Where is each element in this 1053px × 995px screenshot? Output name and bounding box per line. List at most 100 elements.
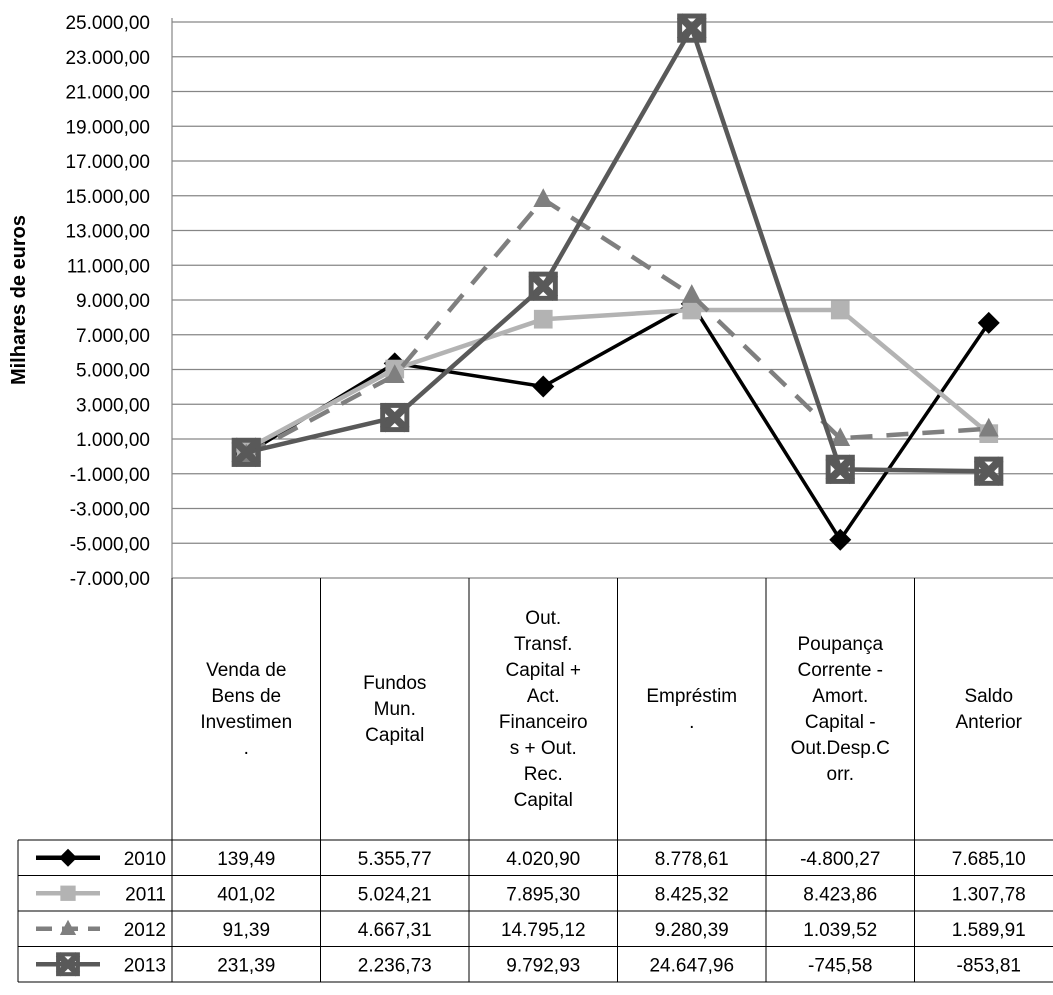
x-category-label-line: Poupança: [797, 634, 883, 655]
series-line: [245, 25, 989, 474]
x-category-label-line: Fundos: [363, 673, 426, 694]
x-category-label-line: .: [244, 738, 249, 759]
y-tick-label: 15.000,00: [65, 187, 150, 208]
data-point-frame: [974, 456, 1004, 486]
data-point-cross: [55, 952, 81, 977]
data-point: [830, 427, 851, 447]
table-value-cell: 1.307,78: [952, 884, 1026, 905]
data-point: [676, 13, 707, 43]
table-value-cell: 4.020,90: [506, 849, 580, 870]
data-point: [379, 402, 410, 433]
table-value-cell: 8.425,32: [655, 884, 729, 905]
data-point-cross: [973, 456, 1004, 487]
x-category-label-line: Financeiro: [499, 712, 588, 733]
table-value-cell: 5.355,77: [358, 849, 432, 870]
data-point-cross: [825, 454, 856, 485]
gridlines: [171, 18, 1053, 579]
x-category-label-line: Corrente -: [797, 660, 883, 681]
data-point-frame: [231, 437, 261, 467]
data-point: [825, 454, 856, 485]
data-point: [533, 309, 553, 329]
table-value-cell: 1.589,91: [952, 920, 1026, 941]
x-category-label-line: Investimen: [200, 712, 292, 733]
y-tick-label: 13.000,00: [65, 222, 150, 243]
legend-entry-2011: 2011: [36, 884, 166, 905]
series-2011: [236, 300, 999, 459]
x-category-label: Out. Transf. Capital + Act. Financeiro s + Ou…: [499, 608, 588, 811]
y-tick-label: 5.000,00: [76, 361, 150, 382]
legend-label: 2013: [124, 955, 166, 976]
series-2013: [231, 13, 1004, 487]
data-point: [829, 528, 852, 551]
x-category-label-line: Capital -: [805, 712, 876, 733]
table-value-cell: 7.895,30: [506, 884, 580, 905]
x-category-label-line: Anterior: [955, 712, 1022, 733]
x-category-label-line: Capital +: [505, 660, 581, 681]
y-tick-label: 25.000,00: [65, 13, 150, 34]
x-category-label-line: Amort.: [812, 686, 868, 707]
y-tick-label: 19.000,00: [65, 117, 150, 138]
data-point-frame: [528, 271, 558, 301]
data-point-cross: [231, 437, 262, 468]
data-point: [55, 952, 81, 977]
x-category-label: Poupança Corrente - Amort. Capital - Out.Des…: [791, 634, 890, 785]
data-point-cross: [528, 271, 559, 302]
data-point: [532, 375, 555, 398]
table-value-cell: 401,02: [217, 884, 275, 905]
x-category-label-line: orr.: [827, 764, 854, 785]
y-tick-label: 7.000,00: [76, 326, 150, 347]
x-category-label-line: Act.: [527, 686, 560, 707]
table-value-cell: 8.423,86: [803, 884, 877, 905]
y-tick-label: -3.000,00: [70, 500, 150, 521]
data-point-frame: [677, 13, 707, 43]
x-category-label-line: s + Out.: [510, 738, 577, 759]
y-tick-label: 11.000,00: [67, 256, 150, 277]
data-point: [528, 271, 559, 302]
table-value-cell: 7.685,10: [952, 849, 1026, 870]
y-tick-label: -7.000,00: [70, 569, 150, 590]
data-point: [59, 848, 77, 867]
x-category-label-line: Out.: [525, 608, 561, 629]
x-category-label-line: Capital: [365, 725, 424, 746]
table-value-cell: -4.800,27: [800, 849, 880, 870]
data-point: [681, 284, 702, 303]
legend-label: 2010: [124, 849, 166, 870]
y-tick-label: 1.000,00: [76, 430, 150, 451]
table-value-cell: 9.792,93: [506, 955, 580, 976]
x-category-label-line: Empréstim: [646, 686, 737, 707]
data-point: [59, 919, 77, 936]
data-point: [60, 885, 76, 901]
x-category-label-line: Transf.: [514, 634, 572, 655]
x-category-label-line: Saldo: [964, 686, 1013, 707]
y-tick-label: -1.000,00: [70, 465, 150, 486]
table-value-cell: 1.039,52: [803, 920, 877, 941]
table-value-cell: -745,58: [808, 955, 872, 976]
y-tick-label: -5.000,00: [70, 534, 150, 555]
data-table: Venda de Bens de Investimen . Fundos Mun. Capi…: [17, 578, 1053, 983]
legend-entry-2013: 2013: [36, 952, 166, 977]
x-category-label: Fundos Mun. Capital: [363, 673, 426, 746]
y-tick-label: 3.000,00: [76, 395, 150, 416]
x-category-label-line: Mun.: [374, 699, 416, 720]
data-point: [384, 364, 405, 383]
y-tick-label: 23.000,00: [65, 48, 150, 69]
table-value-cell: 2.236,73: [358, 955, 432, 976]
table-value-cell: 231,39: [217, 955, 275, 976]
table-value-cell: -853,81: [957, 955, 1021, 976]
series-2010: [235, 292, 1000, 551]
table-value-cell: 5.024,21: [358, 884, 432, 905]
data-point: [973, 456, 1004, 487]
data-point: [231, 437, 262, 468]
x-category-label-line: .: [689, 712, 694, 733]
x-category-label: Saldo Anterior: [955, 686, 1022, 733]
y-axis-label: Milhares de euros: [8, 215, 30, 385]
data-point: [682, 300, 702, 320]
table-value-cell: 91,39: [222, 920, 270, 941]
data-point: [978, 417, 999, 437]
legend-entry-2012: 2012: [36, 919, 166, 941]
x-category-label-line: Rec.: [524, 764, 563, 785]
x-category-label-line: Out.Desp.C: [791, 738, 890, 759]
y-tick-label: 17.000,00: [65, 152, 150, 173]
table-value-cell: 8.778,61: [655, 849, 729, 870]
